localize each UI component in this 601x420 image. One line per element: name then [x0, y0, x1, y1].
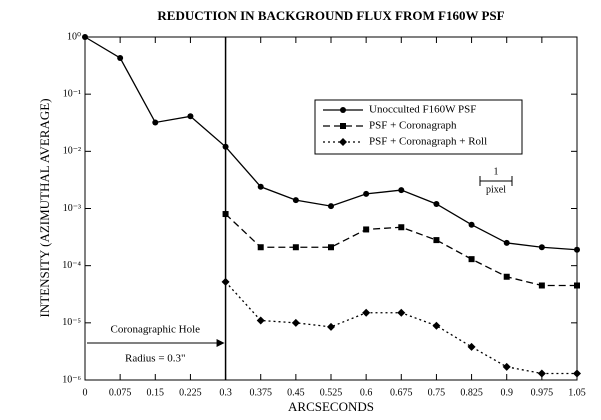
- point: [468, 256, 475, 263]
- legend-label: PSF + Coronagraph: [369, 120, 457, 132]
- point: [328, 244, 334, 251]
- x-tick-label: 1.05: [568, 387, 586, 398]
- x-tick-label: 0.675: [390, 387, 413, 398]
- point: [291, 318, 300, 327]
- point: [256, 316, 265, 325]
- x-tick-label: 0.975: [531, 387, 554, 398]
- point: [574, 246, 580, 253]
- point: [538, 282, 545, 289]
- x-tick-label: 0.825: [460, 387, 483, 398]
- point: [292, 197, 299, 204]
- point: [538, 244, 545, 251]
- point: [221, 277, 230, 286]
- point: [503, 239, 510, 246]
- x-tick-label: 0.75: [428, 387, 446, 398]
- x-tick-label: 0.525: [320, 387, 343, 398]
- point: [82, 34, 88, 40]
- point: [574, 282, 580, 289]
- hole-label: Coronagraphic Hole: [111, 324, 201, 336]
- chart-title: REDUCTION IN BACKGROUND FLUX FROM F160W …: [157, 8, 504, 23]
- x-tick-label: 0: [83, 387, 88, 398]
- x-tick-label: 0.6: [360, 387, 373, 398]
- x-tick-label: 0.15: [147, 387, 165, 398]
- point: [327, 322, 335, 331]
- x-tick-label: 0.3: [219, 387, 232, 398]
- point: [468, 221, 475, 228]
- point: [152, 119, 159, 126]
- point: [187, 113, 194, 120]
- point: [398, 187, 405, 194]
- y-tick-label: 10⁻²: [63, 146, 81, 157]
- point: [222, 143, 229, 150]
- x-tick-label: 0.225: [179, 387, 202, 398]
- y-tick-label: 10⁻³: [63, 203, 81, 214]
- legend-label: Unocculted F160W PSF: [369, 104, 476, 116]
- point: [502, 362, 511, 371]
- pixel-label: 1: [494, 166, 499, 177]
- x-tick-label: 0.9: [500, 387, 513, 398]
- legend-marker: [340, 107, 346, 113]
- point: [537, 369, 546, 378]
- arrow-head: [216, 339, 225, 347]
- point: [398, 224, 405, 231]
- x-tick-label: 0.075: [109, 387, 132, 398]
- point: [328, 203, 334, 210]
- legend-marker: [339, 138, 347, 146]
- pixel-label: pixel: [486, 184, 506, 195]
- point: [432, 321, 441, 330]
- y-tick-label: 10⁻⁴: [62, 260, 81, 271]
- point: [222, 211, 229, 218]
- x-tick-label: 0.375: [249, 387, 272, 398]
- y-axis-label: INTENSITY (AZIMUTHAL AVERAGE): [37, 98, 52, 317]
- point: [363, 226, 370, 233]
- point: [257, 183, 264, 190]
- y-tick-label: 10⁰: [67, 31, 81, 42]
- point: [573, 369, 581, 378]
- x-axis-label: ARCSECONDS: [288, 399, 374, 414]
- point: [397, 308, 406, 317]
- point: [467, 342, 476, 351]
- y-tick-label: 10⁻⁵: [62, 317, 81, 328]
- point: [363, 190, 370, 197]
- point: [362, 308, 371, 317]
- y-tick-label: 10⁻¹: [63, 88, 81, 99]
- point: [117, 54, 124, 61]
- y-tick-label: 10⁻⁶: [62, 374, 81, 385]
- point: [257, 244, 264, 251]
- legend-label: PSF + Coronagraph + Roll: [369, 136, 487, 148]
- point: [433, 237, 440, 244]
- series-line: [225, 281, 577, 375]
- point: [292, 244, 299, 251]
- point: [503, 273, 510, 280]
- legend-marker: [340, 123, 346, 129]
- radius-label: Radius = 0.3": [125, 353, 186, 365]
- legend-box: [314, 99, 523, 155]
- x-tick-label: 0.45: [287, 387, 305, 398]
- point: [433, 200, 440, 207]
